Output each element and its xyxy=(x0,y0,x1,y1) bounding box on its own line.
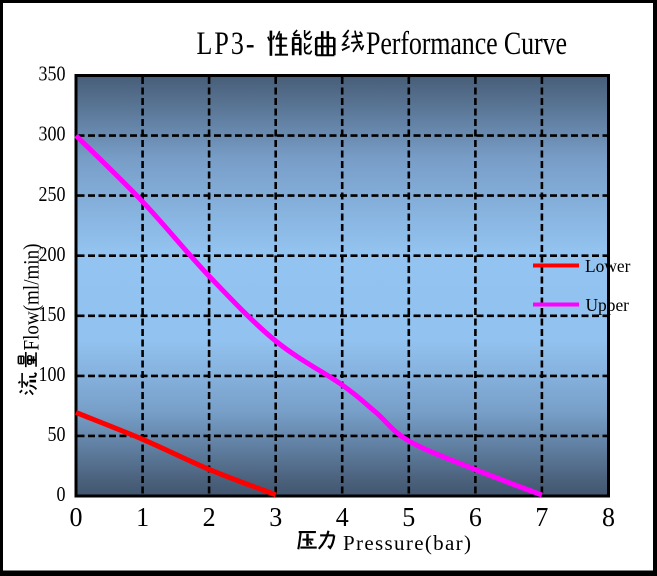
svg-text:0: 0 xyxy=(70,502,83,533)
svg-text:6: 6 xyxy=(469,502,482,533)
svg-text:Pressure(bar): Pressure(bar) xyxy=(343,531,471,555)
svg-text:Upper: Upper xyxy=(586,295,630,315)
svg-text:4: 4 xyxy=(336,502,349,533)
svg-text:300: 300 xyxy=(39,124,66,146)
svg-text:7: 7 xyxy=(535,502,548,533)
svg-text:150: 150 xyxy=(39,304,66,326)
svg-text:50: 50 xyxy=(48,424,66,446)
svg-text:Lower: Lower xyxy=(585,256,631,276)
svg-text:1: 1 xyxy=(136,502,149,533)
svg-text:Performance Curve: Performance Curve xyxy=(366,26,567,61)
svg-text:LP3-: LP3- xyxy=(197,26,255,61)
svg-text:0: 0 xyxy=(57,484,66,506)
svg-text:5: 5 xyxy=(402,502,415,533)
svg-text:250: 250 xyxy=(39,184,66,206)
svg-text:2: 2 xyxy=(203,502,216,533)
svg-text:8: 8 xyxy=(602,502,615,533)
svg-text:Flow(ml/min): Flow(ml/min) xyxy=(19,244,44,351)
svg-text:3: 3 xyxy=(269,502,282,533)
svg-text:200: 200 xyxy=(39,244,66,266)
svg-text:350: 350 xyxy=(39,64,66,86)
svg-text:100: 100 xyxy=(39,364,66,386)
